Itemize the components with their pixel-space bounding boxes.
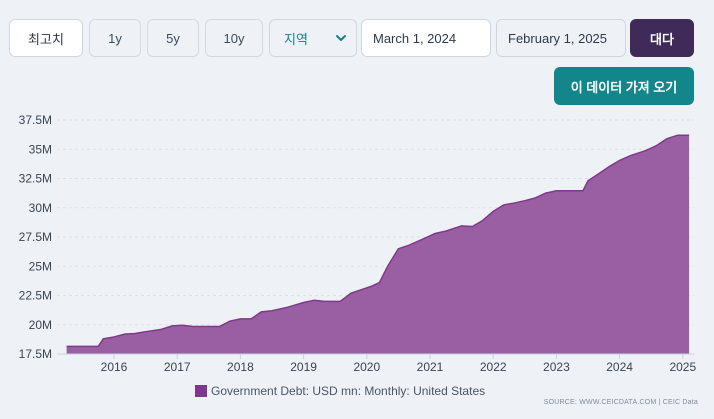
x-tick-label: 2016	[101, 360, 128, 374]
y-tick-label: 25M	[29, 259, 52, 273]
start-date-input[interactable]: March 1, 2024	[361, 19, 491, 57]
y-tick-label: 30M	[29, 201, 52, 215]
y-tick-label: 35M	[29, 142, 52, 156]
legend-series-label: Government Debt: USD mn: Monthly: United…	[211, 384, 486, 398]
legend-swatch	[195, 385, 207, 397]
y-tick-label: 32.5M	[19, 172, 52, 186]
x-tick-label: 2022	[480, 360, 507, 374]
series-line	[66, 134, 690, 348]
y-tick-label: 27.5M	[19, 230, 52, 244]
range-5y-button[interactable]: 5y	[147, 19, 199, 57]
x-tick-label: 2019	[290, 360, 317, 374]
x-tick-label: 2021	[417, 360, 444, 374]
chart-legend[interactable]: Government Debt: USD mn: Monthly: United…	[195, 384, 485, 398]
x-tick-label: 2020	[353, 360, 380, 374]
x-tick-label: 2024	[606, 360, 633, 374]
y-tick-label: 22.5M	[19, 289, 52, 303]
chevron-down-icon	[335, 32, 347, 47]
region-select[interactable]: 지역	[269, 19, 357, 57]
source-credit: SOURCE: WWW.CEICDATA.COM | CEIC Data	[543, 399, 698, 406]
region-select-label: 지역	[284, 31, 308, 47]
x-tick-label: 2023	[543, 360, 570, 374]
y-tick-label: 17.5M	[19, 347, 52, 361]
download-data-button[interactable]: 이 데이터 가져 오기	[554, 67, 694, 105]
apply-button[interactable]: 대다	[630, 19, 694, 57]
series-area[interactable]	[66, 135, 690, 354]
range-max-button[interactable]: 최고치	[9, 19, 83, 57]
x-tick-label: 2018	[227, 360, 254, 374]
range-1y-button[interactable]: 1y	[89, 19, 141, 57]
x-tick-label: 2025	[669, 360, 696, 374]
range-10y-button[interactable]: 10y	[205, 19, 263, 57]
end-date-input[interactable]: February 1, 2025	[496, 19, 626, 57]
x-tick-label: 2017	[164, 360, 191, 374]
y-tick-label: 20M	[29, 318, 52, 332]
y-tick-label: 37.5M	[19, 113, 52, 127]
